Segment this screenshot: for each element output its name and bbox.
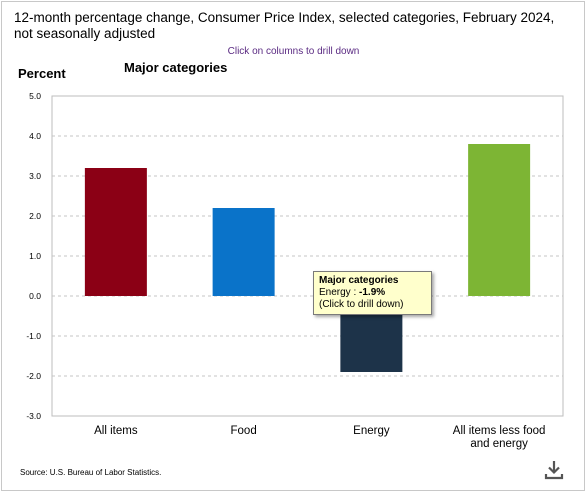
tooltip-value-line: Energy : -1.9% [319, 287, 426, 299]
drill-down-hint: Click on columns to drill down [227, 46, 360, 57]
x-category-label: All items [94, 425, 138, 437]
x-category-label: and energy [470, 438, 528, 450]
tooltip-action: (Click to drill down) [319, 299, 404, 310]
download-button[interactable] [542, 458, 566, 482]
y-tick-label: 3.0 [29, 171, 41, 181]
bar-all-items[interactable] [84, 168, 147, 296]
y-tick-label: 2.0 [29, 211, 41, 221]
y-tick-label: 1.0 [29, 251, 41, 261]
y-tick-label: -2.0 [26, 371, 41, 381]
y-axis-label: Percent [18, 66, 66, 81]
bar-tooltip: Major categories Energy : -1.9% (Click t… [313, 271, 432, 315]
source-note: Source: U.S. Bureau of Labor Statistics. [20, 468, 162, 477]
chart-title: 12-month percentage change, Consumer Pri… [14, 10, 555, 41]
y-tick-label: 4.0 [29, 131, 41, 141]
bar-food[interactable] [212, 208, 275, 296]
x-category-label: Food [231, 425, 257, 437]
y-tick-label: 0.0 [29, 291, 41, 301]
x-category-label: All items less food [453, 425, 546, 437]
tooltip-label: Energy : [319, 287, 360, 298]
y-tick-label: -3.0 [26, 411, 41, 421]
tooltip-value: -1.9% [359, 287, 386, 298]
bar-all-items-less-food-and-energy[interactable] [468, 144, 531, 296]
y-tick-label: -1.0 [26, 331, 41, 341]
x-category-label: Energy [353, 425, 390, 437]
tooltip-title: Major categories [319, 275, 399, 286]
chart-subtitle: Major categories [124, 60, 228, 75]
y-tick-label: 5.0 [29, 91, 41, 101]
download-icon [544, 461, 564, 480]
